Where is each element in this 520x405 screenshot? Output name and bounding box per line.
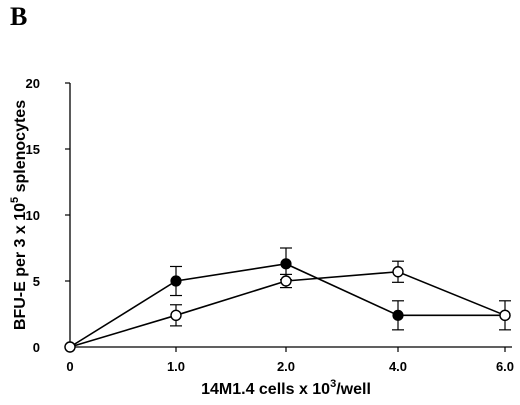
x-tick-label: 6.0 — [496, 359, 514, 374]
panel-label: B — [10, 2, 28, 31]
y-tick-label: 20 — [26, 76, 40, 91]
y-tick-label: 10 — [26, 208, 40, 223]
y-tick-label: 5 — [33, 274, 40, 289]
x-tick-label: 1.0 — [167, 359, 185, 374]
ticks: 0 5 10 15 20 0 1.0 2.0 4.0 6.0 — [26, 76, 515, 374]
data-point-open — [392, 266, 404, 278]
y-tick-label: 0 — [33, 340, 40, 355]
data-point-filled — [280, 258, 292, 270]
data-point-open — [499, 309, 511, 322]
series-layer — [64, 247, 511, 353]
x-tick-label: 4.0 — [389, 359, 407, 374]
x-tick-label: 0 — [66, 359, 73, 374]
y-tick-label: 15 — [26, 142, 40, 157]
y-axis-title: BFU-E per 3 x 105 splenocytes — [9, 100, 29, 330]
data-point-open — [64, 341, 76, 353]
series-markers — [64, 266, 511, 353]
data-point-open — [170, 309, 182, 322]
data-point-filled — [392, 309, 404, 321]
data-point-open — [280, 275, 292, 287]
x-tick-label: 2.0 — [277, 359, 295, 374]
series-open — [69, 260, 506, 348]
x-axis-title: 14M1.4 cells x 103/well — [201, 378, 371, 398]
series-markers — [64, 258, 511, 353]
data-point-filled — [170, 275, 182, 287]
axes — [69, 83, 512, 348]
